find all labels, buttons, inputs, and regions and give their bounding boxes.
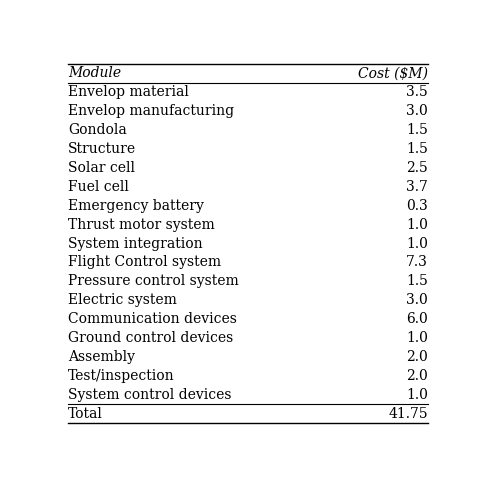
Text: 2.5: 2.5 [407, 161, 428, 175]
Text: 1.0: 1.0 [406, 331, 428, 345]
Text: 0.3: 0.3 [407, 199, 428, 213]
Text: 3.5: 3.5 [407, 85, 428, 99]
Text: Emergency battery: Emergency battery [68, 199, 204, 213]
Text: 1.0: 1.0 [406, 218, 428, 232]
Text: 7.3: 7.3 [406, 256, 428, 269]
Text: 3.0: 3.0 [407, 293, 428, 307]
Text: Assembly: Assembly [68, 350, 135, 364]
Text: Ground control devices: Ground control devices [68, 331, 233, 345]
Text: 2.0: 2.0 [407, 369, 428, 383]
Text: 1.0: 1.0 [406, 237, 428, 250]
Text: 1.5: 1.5 [406, 123, 428, 137]
Text: Cost ($M): Cost ($M) [358, 67, 428, 80]
Text: Total: Total [68, 407, 103, 421]
Text: 2.0: 2.0 [407, 350, 428, 364]
Text: Envelop manufacturing: Envelop manufacturing [68, 104, 234, 118]
Text: Thrust motor system: Thrust motor system [68, 218, 215, 232]
Text: Module: Module [68, 67, 121, 80]
Text: 3.7: 3.7 [406, 180, 428, 194]
Text: Fuel cell: Fuel cell [68, 180, 129, 194]
Text: 1.5: 1.5 [406, 274, 428, 288]
Text: Flight Control system: Flight Control system [68, 256, 221, 269]
Text: Gondola: Gondola [68, 123, 127, 137]
Text: 3.0: 3.0 [407, 104, 428, 118]
Text: Structure: Structure [68, 142, 136, 156]
Text: 6.0: 6.0 [407, 312, 428, 326]
Text: 1.0: 1.0 [406, 388, 428, 402]
Text: 41.75: 41.75 [389, 407, 428, 421]
Text: Electric system: Electric system [68, 293, 177, 307]
Text: Communication devices: Communication devices [68, 312, 237, 326]
Text: System control devices: System control devices [68, 388, 231, 402]
Text: 1.5: 1.5 [406, 142, 428, 156]
Text: Envelop material: Envelop material [68, 85, 189, 99]
Text: Test/inspection: Test/inspection [68, 369, 175, 383]
Text: Solar cell: Solar cell [68, 161, 135, 175]
Text: System integration: System integration [68, 237, 203, 250]
Text: Pressure control system: Pressure control system [68, 274, 239, 288]
